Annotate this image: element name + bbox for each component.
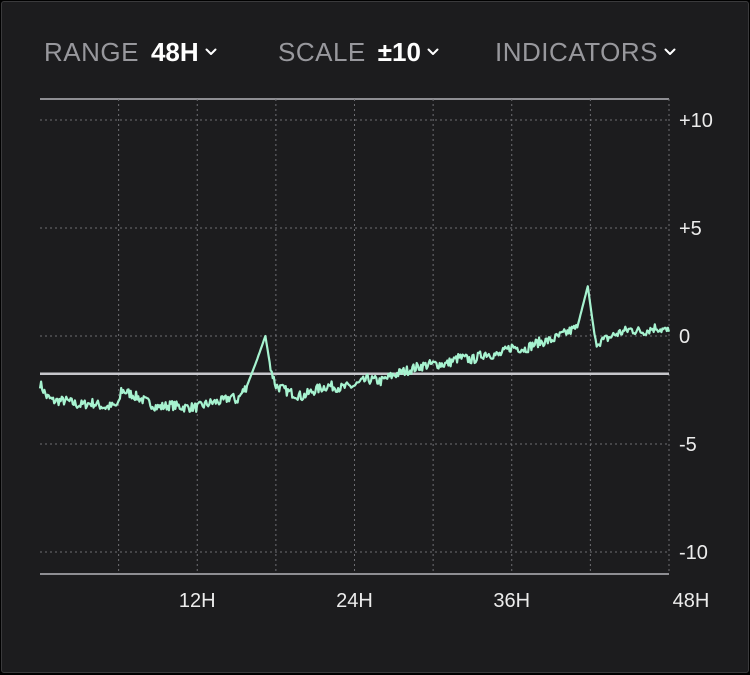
series-line [38, 285, 671, 413]
x-tick-label: 24H [336, 590, 373, 612]
indicators-dropdown[interactable]: INDICATORS [495, 32, 676, 72]
x-tick-label: 36H [493, 590, 530, 612]
chart-grid [40, 98, 670, 575]
y-axis: +10 +5 0 -5 -10 [679, 110, 713, 564]
range-dropdown[interactable]: RANGE 48H [44, 32, 217, 72]
scale-value: ±10 [377, 36, 421, 67]
indicators-label: INDICATORS [495, 36, 658, 67]
scale-label: SCALE [278, 36, 366, 67]
scale-dropdown[interactable]: SCALE ±10 [278, 32, 439, 72]
x-axis: 12H 24H 36H 48H [179, 590, 709, 612]
y-tick-label: -5 [679, 434, 697, 456]
y-tick-label: +5 [679, 218, 702, 240]
chevron-down-icon [427, 48, 439, 56]
y-tick-label: +10 [679, 110, 713, 132]
y-tick-label: 0 [679, 326, 690, 348]
x-tick-label: 48H [673, 590, 710, 612]
x-tick-label: 12H [179, 590, 216, 612]
y-tick-label: -10 [679, 542, 708, 564]
chevron-down-icon [664, 48, 676, 56]
range-value: 48H [150, 36, 199, 67]
chart-toolbar: RANGE 48H SCALE ±10 INDICATORS [2, 32, 748, 72]
range-label: RANGE [44, 36, 139, 67]
series-layer [38, 285, 671, 413]
chevron-down-icon [205, 48, 217, 56]
